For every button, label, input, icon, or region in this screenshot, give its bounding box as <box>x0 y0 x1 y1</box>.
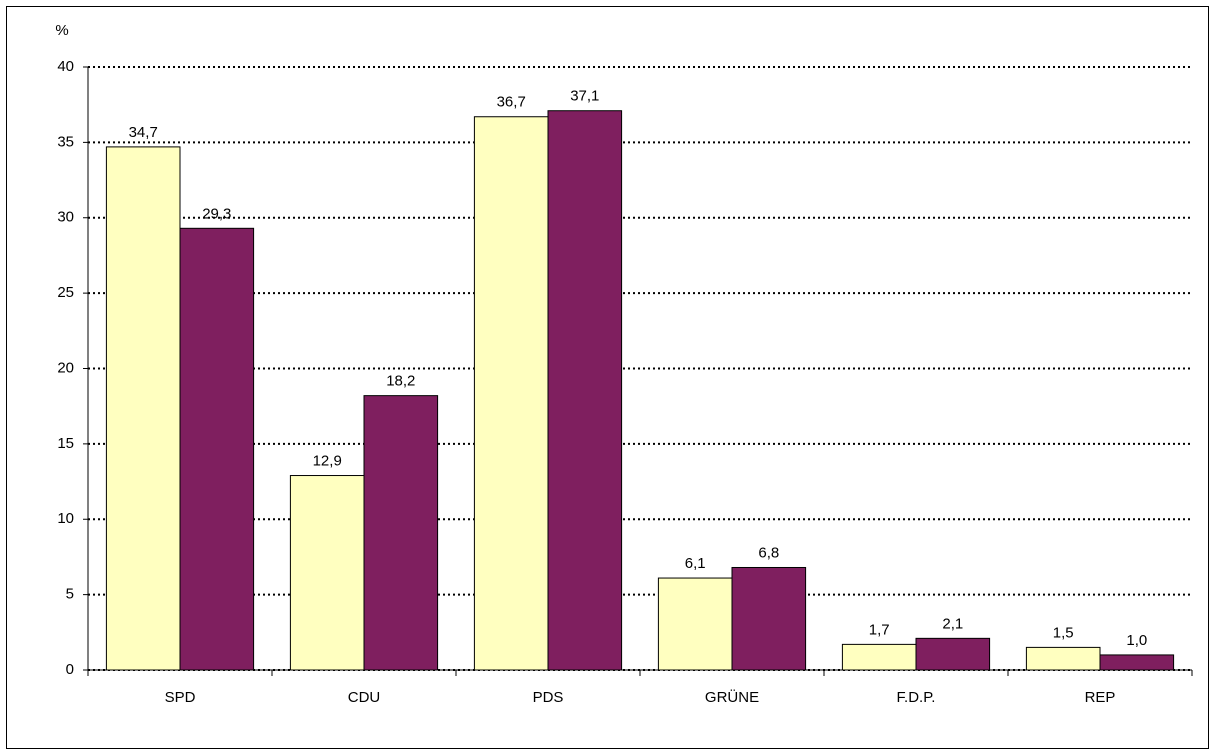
bar <box>915 637 991 671</box>
y-tick-label: 10 <box>57 510 74 527</box>
value-label: 6,8 <box>758 544 779 561</box>
y-tick-label: 0 <box>66 661 74 678</box>
x-tick-label: F.D.P. <box>897 689 936 706</box>
x-tick-label: SPD <box>165 689 196 706</box>
x-tick-label: REP <box>1085 689 1116 706</box>
value-label: 34,7 <box>129 124 158 141</box>
x-tick-label: PDS <box>533 689 564 706</box>
y-tick-label: 20 <box>57 359 74 376</box>
value-label: 29,3 <box>202 205 231 222</box>
value-label: 18,2 <box>386 373 415 390</box>
value-label: 36,7 <box>497 94 526 111</box>
y-tick-label: 5 <box>66 586 74 603</box>
bar <box>105 146 181 671</box>
y-tick-label: 25 <box>57 284 74 301</box>
x-tick-label: GRÜNE <box>705 688 759 706</box>
bar <box>547 110 623 671</box>
y-tick-label: 40 <box>57 58 74 75</box>
value-label: 37,1 <box>570 88 599 105</box>
value-label: 1,7 <box>869 621 890 638</box>
y-tick-label: 30 <box>57 209 74 226</box>
bar <box>841 643 917 671</box>
y-axis-label: % <box>55 22 68 39</box>
bar <box>1025 646 1101 671</box>
x-tick-label: CDU <box>348 689 381 706</box>
value-label: 2,1 <box>942 615 963 632</box>
bar <box>473 116 549 671</box>
bar <box>179 227 255 671</box>
value-label: 6,1 <box>685 555 706 572</box>
bar <box>363 395 439 671</box>
bar <box>1099 654 1175 671</box>
bar <box>657 577 733 671</box>
y-tick-label: 15 <box>57 435 74 452</box>
y-tick-label: 35 <box>57 133 74 150</box>
value-label: 1,5 <box>1053 624 1074 641</box>
bar <box>289 475 365 671</box>
value-label: 12,9 <box>313 453 342 470</box>
bar <box>731 566 807 671</box>
value-label: 1,0 <box>1126 632 1147 649</box>
